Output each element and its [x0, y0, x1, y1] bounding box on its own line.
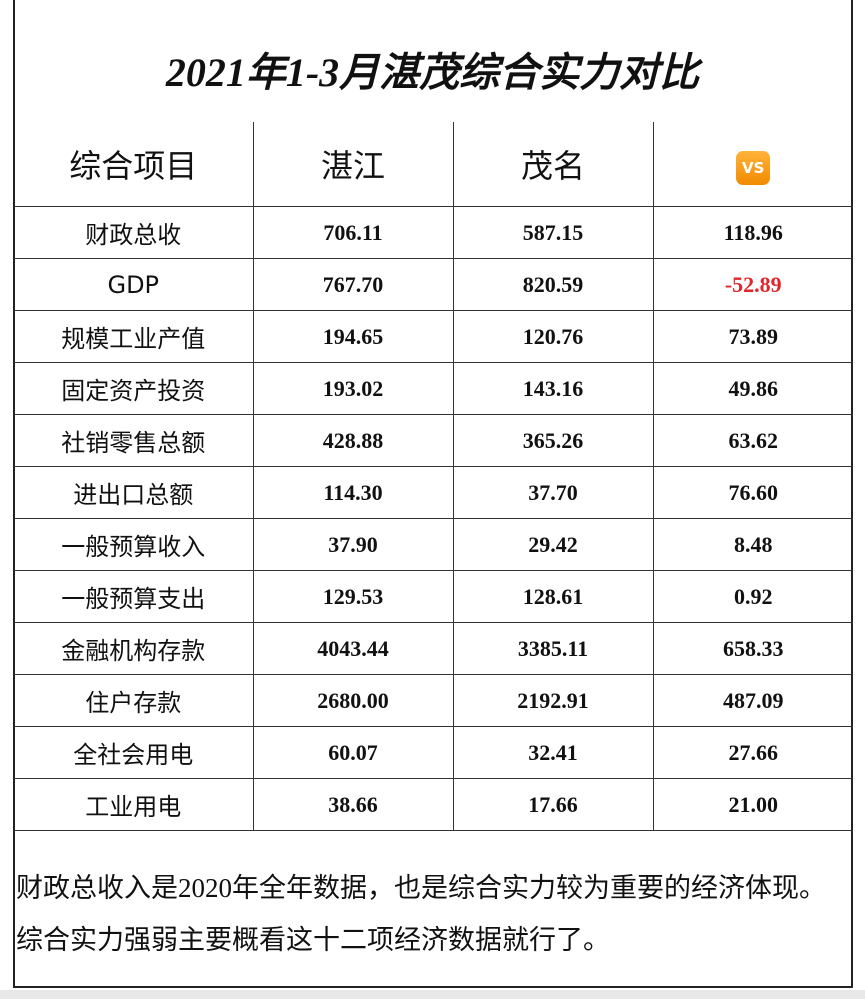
value-cell: 21.00	[652, 778, 853, 831]
header-cell: VS	[652, 122, 853, 207]
table-row: 金融机构存款 4043.44 3385.11 658.33	[14, 622, 853, 675]
value-cell: 27.66	[652, 726, 853, 779]
value-cell: -52.89	[652, 258, 853, 311]
value-cell: 114.30	[252, 466, 454, 519]
item-name: 一般预算收入	[14, 518, 254, 571]
header-cell: 湛江	[252, 122, 454, 207]
value-cell: 2192.91	[452, 674, 654, 727]
table-row: 财政总收 706.11 587.15 118.96	[14, 206, 853, 259]
value-cell: 8.48	[652, 518, 853, 571]
value-cell: 60.07	[252, 726, 454, 779]
value-cell: 76.60	[652, 466, 853, 519]
border-bottom	[14, 986, 853, 988]
item-name: 财政总收	[14, 206, 254, 259]
item-name: 固定资产投资	[14, 362, 254, 415]
value-cell: 2680.00	[252, 674, 454, 727]
value-cell: 120.76	[452, 310, 654, 363]
item-name: 金融机构存款	[14, 622, 254, 675]
item-name: 规模工业产值	[14, 310, 254, 363]
value-cell: 129.53	[252, 570, 454, 623]
value-cell: 365.26	[452, 414, 654, 467]
item-name: GDP	[14, 258, 254, 311]
item-name: 进出口总额	[14, 466, 254, 519]
value-cell: 0.92	[652, 570, 853, 623]
value-cell: 73.89	[652, 310, 853, 363]
value-cell: 820.59	[452, 258, 654, 311]
comparison-table: 综合项目 湛江 茂名 VS 财政总收 706.11 587.15 118.96 GDP 767.…	[14, 122, 853, 831]
value-cell: 118.96	[652, 206, 853, 259]
value-cell: 38.66	[252, 778, 454, 831]
table-row: 全社会用电 60.07 32.41 27.66	[14, 726, 853, 779]
header-row: 综合项目 湛江 茂名 VS	[14, 122, 853, 207]
vs-icon: VS	[736, 151, 771, 185]
table-row: GDP 767.70 820.59 -52.89	[14, 258, 853, 311]
value-cell: 29.42	[452, 518, 654, 571]
item-name: 工业用电	[14, 778, 254, 831]
value-cell: 37.70	[452, 466, 654, 519]
item-name: 住户存款	[14, 674, 254, 727]
value-cell: 487.09	[652, 674, 853, 727]
table-row: 住户存款 2680.00 2192.91 487.09	[14, 674, 853, 727]
table-row: 进出口总额 114.30 37.70 76.60	[14, 466, 853, 519]
footer-strip	[0, 990, 865, 999]
value-cell: 193.02	[252, 362, 454, 415]
value-cell: 37.90	[252, 518, 454, 571]
table-row: 工业用电 38.66 17.66 21.00	[14, 778, 853, 831]
value-cell: 428.88	[252, 414, 454, 467]
value-cell: 63.62	[652, 414, 853, 467]
table-row: 一般预算支出 129.53 128.61 0.92	[14, 570, 853, 623]
table-row: 规模工业产值 194.65 120.76 73.89	[14, 310, 853, 363]
value-cell: 32.41	[452, 726, 654, 779]
value-cell: 767.70	[252, 258, 454, 311]
title: 2021年1-3月湛茂综合实力对比	[165, 50, 700, 95]
value-cell: 194.65	[252, 310, 454, 363]
value-cell: 3385.11	[452, 622, 654, 675]
value-cell: 17.66	[452, 778, 654, 831]
value-cell: 4043.44	[252, 622, 454, 675]
value-cell: 143.16	[452, 362, 654, 415]
item-name: 全社会用电	[14, 726, 254, 779]
table-row: 社销零售总额 428.88 365.26 63.62	[14, 414, 853, 467]
item-name: 社销零售总额	[14, 414, 254, 467]
value-cell: 706.11	[252, 206, 454, 259]
table-row: 一般预算收入 37.90 29.42 8.48	[14, 518, 853, 571]
value-cell: 587.15	[452, 206, 654, 259]
value-cell: 128.61	[452, 570, 654, 623]
header-cell: 综合项目	[14, 122, 254, 207]
value-cell: 658.33	[652, 622, 853, 675]
table-row: 固定资产投资 193.02 143.16 49.86	[14, 362, 853, 415]
value-cell: 49.86	[652, 362, 853, 415]
header-cell: 茂名	[452, 122, 654, 207]
note: 财政总收入是2020年全年数据，也是综合实力较为重要的经济体现。综合实力强弱主要…	[16, 873, 826, 955]
item-name: 一般预算支出	[14, 570, 254, 623]
